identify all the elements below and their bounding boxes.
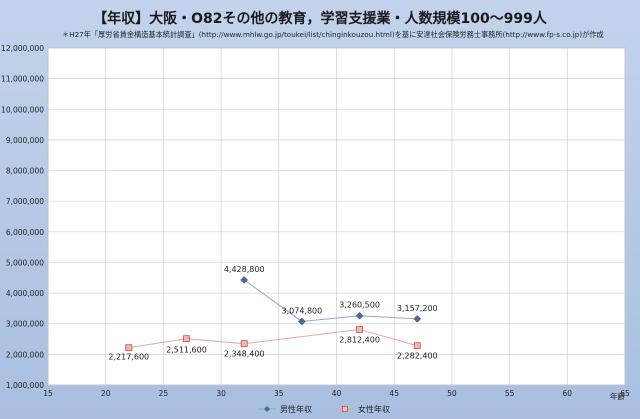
- gridlines: [47, 47, 626, 386]
- source-note: ＊H27年「厚労省賃金構造基本統計調査」(http://www.mhlw.go.…: [62, 30, 604, 39]
- y-axis-ticks: 1,000,000 2,000,000 3,000,000 4,000,000 5,00…: [1, 44, 44, 390]
- x-tick-label: 20: [101, 389, 111, 398]
- data-label: 2,217,600: [108, 353, 149, 362]
- x-axis-ticks: 15 20 25 30 35 40 45 50 55 60 65: [43, 389, 630, 398]
- y-tick-label: 5,000,000: [6, 258, 44, 267]
- x-tick-label: 65: [620, 389, 630, 398]
- female-data-point: [183, 335, 190, 343]
- data-label: 2,282,400: [397, 352, 438, 361]
- x-tick-label: 50: [447, 389, 457, 398]
- series-layer: 4,428,800 3,074,800 3,260,500 3,157,200 2,21…: [108, 265, 437, 362]
- female-data-point: [413, 342, 421, 350]
- data-label: 3,157,200: [397, 304, 438, 313]
- y-tick-label: 7,000,000: [6, 197, 44, 206]
- male-data-point: [413, 315, 422, 323]
- male-data-point: [240, 276, 249, 284]
- legend-label: 女性年収: [358, 404, 390, 414]
- y-tick-label: 10,000,000: [1, 105, 44, 114]
- x-tick-label: 60: [563, 389, 573, 398]
- y-tick-label: 6,000,000: [6, 228, 44, 237]
- y-tick-label: 12,000,000: [1, 44, 44, 53]
- data-label: 2,812,400: [339, 335, 380, 344]
- legend-marker: [264, 406, 270, 412]
- data-label: 3,074,800: [282, 306, 323, 315]
- y-tick-label: 3,000,000: [6, 320, 44, 329]
- female-data-point: [125, 344, 133, 352]
- x-tick-label: 35: [274, 389, 284, 398]
- x-axis-label: 年齢: [610, 391, 625, 401]
- x-tick-label: 40: [332, 389, 342, 398]
- female-data-point: [356, 326, 363, 333]
- y-tick-label: 1,000,000: [6, 381, 44, 390]
- male-data-point: [298, 317, 306, 326]
- x-tick-label: 55: [505, 389, 515, 398]
- legend: 男性年収 女性年収: [258, 404, 390, 414]
- data-label: 3,260,500: [339, 301, 380, 310]
- chart-title: 【年収】大阪・O82その他の教育，学習支援業・人数規模100〜999人: [93, 11, 547, 27]
- x-tick-label: 15: [43, 389, 53, 398]
- data-label: 2,348,400: [224, 350, 265, 359]
- y-tick-label: 4,000,000: [6, 289, 44, 298]
- x-tick-label: 30: [216, 389, 226, 398]
- x-tick-label: 45: [389, 389, 399, 398]
- y-tick-label: 9,000,000: [6, 136, 44, 145]
- y-tick-label: 8,000,000: [6, 167, 44, 176]
- legend-label: 男性年収: [280, 404, 312, 414]
- legend-marker: [342, 406, 348, 412]
- data-label: 4,428,800: [224, 265, 265, 274]
- data-label: 2,511,600: [166, 346, 207, 355]
- x-tick-label: 25: [159, 389, 169, 398]
- male-data-point: [355, 311, 364, 320]
- female-data-point: [240, 340, 248, 348]
- series-line: [243, 279, 418, 322]
- y-tick-label: 11,000,000: [1, 75, 44, 84]
- y-tick-label: 2,000,000: [6, 350, 44, 359]
